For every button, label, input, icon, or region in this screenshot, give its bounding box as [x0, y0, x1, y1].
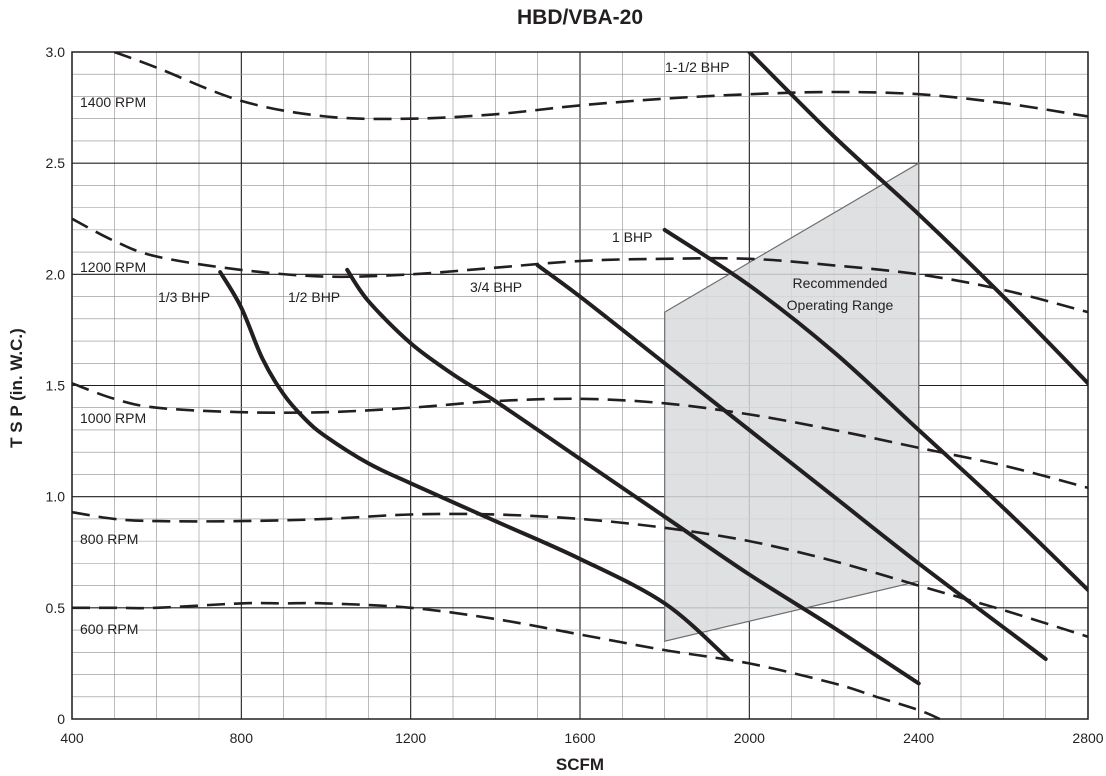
- label-1-1-2-bhp: 1-1/2 BHP: [665, 59, 730, 75]
- rpm-curve-1000-rpm: [72, 382, 1088, 490]
- label-3-4-bhp: 3/4 BHP: [470, 279, 522, 295]
- rpm-curve-1400-rpm: [113, 52, 1088, 121]
- region-label-line1: Recommended: [793, 275, 888, 291]
- y-tick-label: 1.5: [46, 378, 66, 394]
- label-1200-rpm: 1200 RPM: [80, 259, 146, 275]
- x-tick-label: 2000: [734, 730, 765, 746]
- rpm-curve-800-rpm: [72, 510, 1088, 638]
- chart-title: HBD/VBA-20: [517, 6, 643, 29]
- y-tick-label: 0: [57, 711, 65, 727]
- region-label-line2: Operating Range: [787, 297, 894, 313]
- y-axis-title: T S P (in. W.C.): [7, 328, 26, 448]
- plot-grid: [71, 51, 1089, 720]
- bhp-curve-3-4-bhp: [535, 263, 1048, 661]
- operating-range-area: [664, 162, 920, 642]
- bhp-curves: [218, 52, 1088, 686]
- x-tick-label: 2400: [903, 730, 934, 746]
- label-1-bhp: 1 BHP: [612, 229, 652, 245]
- x-tick-label: 2800: [1072, 730, 1103, 746]
- rpm-curves: [72, 52, 1088, 721]
- x-tick-label: 800: [230, 730, 254, 746]
- x-tick-label: 1600: [564, 730, 595, 746]
- y-tick-label: 3.0: [46, 44, 66, 60]
- bhp-curve-1-2-bhp: [345, 267, 921, 686]
- operating-range-region: [664, 162, 920, 642]
- bhp-curve-1-1-2-bhp: [747, 52, 1088, 386]
- label-1-3-bhp: 1/3 BHP: [158, 289, 210, 305]
- plot-frame: [71, 51, 1089, 720]
- y-axis-ticks: 0 0.5 1.0 1.5 2.0 2.5 3.0: [46, 44, 66, 727]
- y-tick-label: 1.0: [46, 489, 66, 505]
- x-tick-label: 1200: [395, 730, 426, 746]
- rpm-curve-1200-rpm: [72, 217, 1088, 314]
- rpm-curve-600-rpm: [72, 601, 941, 721]
- label-800-rpm: 800 RPM: [80, 531, 138, 547]
- label-1400-rpm: 1400 RPM: [80, 94, 146, 110]
- y-tick-label: 2.5: [46, 155, 66, 171]
- label-600-rpm: 600 RPM: [80, 621, 138, 637]
- x-axis-title: SCFM: [556, 755, 604, 774]
- y-tick-label: 2.0: [46, 266, 66, 282]
- y-tick-label: 0.5: [46, 600, 66, 616]
- x-axis-ticks: 400 800 1200 1600 2000 2400 2800: [60, 730, 1103, 746]
- x-tick-label: 400: [60, 730, 84, 746]
- bhp-curve-1-bhp: [662, 227, 1088, 592]
- bhp-curve-1-3-bhp: [218, 270, 731, 661]
- label-1-2-bhp: 1/2 BHP: [288, 289, 340, 305]
- label-1000-rpm: 1000 RPM: [80, 410, 146, 426]
